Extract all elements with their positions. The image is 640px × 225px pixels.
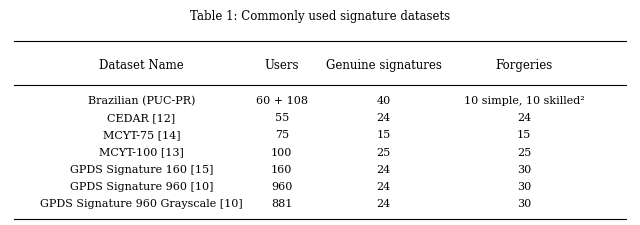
Text: GPDS Signature 960 Grayscale [10]: GPDS Signature 960 Grayscale [10] bbox=[40, 198, 243, 208]
Text: 30: 30 bbox=[516, 198, 531, 208]
Text: 30: 30 bbox=[516, 164, 531, 174]
Text: 24: 24 bbox=[376, 164, 391, 174]
Text: 25: 25 bbox=[376, 147, 391, 157]
Text: Genuine signatures: Genuine signatures bbox=[326, 59, 442, 72]
Text: 10 simple, 10 skilled²: 10 simple, 10 skilled² bbox=[463, 96, 584, 106]
Text: 100: 100 bbox=[271, 147, 292, 157]
Text: MCYT-75 [14]: MCYT-75 [14] bbox=[103, 130, 180, 140]
Text: 15: 15 bbox=[376, 130, 391, 140]
Text: 30: 30 bbox=[516, 181, 531, 191]
Text: Brazilian (PUC-PR): Brazilian (PUC-PR) bbox=[88, 96, 195, 106]
Text: 24: 24 bbox=[376, 113, 391, 123]
Text: 24: 24 bbox=[376, 198, 391, 208]
Text: GPDS Signature 960 [10]: GPDS Signature 960 [10] bbox=[70, 181, 213, 191]
Text: MCYT-100 [13]: MCYT-100 [13] bbox=[99, 147, 184, 157]
Text: 15: 15 bbox=[516, 130, 531, 140]
Text: 60 + 108: 60 + 108 bbox=[256, 96, 308, 106]
Text: 160: 160 bbox=[271, 164, 292, 174]
Text: CEDAR [12]: CEDAR [12] bbox=[108, 113, 176, 123]
Text: 960: 960 bbox=[271, 181, 292, 191]
Text: 881: 881 bbox=[271, 198, 292, 208]
Text: GPDS Signature 160 [15]: GPDS Signature 160 [15] bbox=[70, 164, 213, 174]
Text: Forgeries: Forgeries bbox=[495, 59, 552, 72]
Text: Dataset Name: Dataset Name bbox=[99, 59, 184, 72]
Text: 24: 24 bbox=[516, 113, 531, 123]
Text: 75: 75 bbox=[275, 130, 289, 140]
Text: Users: Users bbox=[264, 59, 299, 72]
Text: 25: 25 bbox=[516, 147, 531, 157]
Text: 55: 55 bbox=[275, 113, 289, 123]
Text: Table 1: Commonly used signature datasets: Table 1: Commonly used signature dataset… bbox=[190, 10, 450, 23]
Text: 40: 40 bbox=[376, 96, 391, 106]
Text: 24: 24 bbox=[376, 181, 391, 191]
